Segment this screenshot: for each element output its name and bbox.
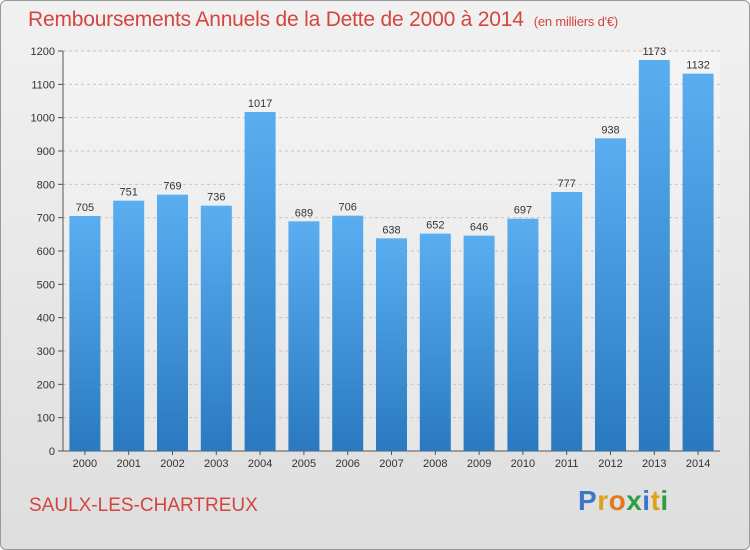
x-tick-label-2003: 2003: [204, 458, 228, 470]
x-tick-label-2005: 2005: [292, 458, 316, 470]
data-label-2008: 652: [426, 220, 444, 232]
y-tick-label: 1100: [31, 79, 55, 91]
data-label-2000: 705: [76, 202, 94, 214]
x-tick-label-2001: 2001: [116, 458, 140, 470]
x-tick-label-2009: 2009: [467, 458, 491, 470]
chart-subtitle: (en milliers d'€): [533, 14, 619, 29]
logo-letter: r: [597, 485, 609, 516]
y-tick-label: 1000: [31, 113, 55, 125]
proxiti-logo: Proxiti: [578, 485, 669, 517]
bar-2012: [595, 138, 626, 452]
logo-letter: x: [626, 485, 643, 516]
y-tick-label: 0: [49, 446, 55, 458]
logo-letter: t: [650, 485, 661, 516]
bar-2001: [113, 200, 145, 451]
x-tick-label-2008: 2008: [423, 458, 447, 470]
x-tick-label-2010: 2010: [511, 458, 535, 470]
bar-2010: [507, 218, 539, 451]
y-tick-label: 700: [37, 213, 55, 225]
y-tick-label: 300: [37, 346, 55, 358]
x-tick-label-2011: 2011: [555, 458, 579, 470]
x-tick-label-2000: 2000: [73, 458, 97, 470]
bar-2008: [419, 233, 451, 451]
data-label-2011: 777: [558, 178, 576, 190]
bar-2004: [244, 112, 276, 451]
y-tick-label: 500: [37, 279, 55, 291]
data-label-2014: 1132: [686, 60, 710, 72]
data-label-2012: 938: [601, 124, 619, 136]
logo-letter: P: [578, 485, 598, 516]
logo-letter: i: [660, 485, 669, 516]
data-label-2001: 751: [120, 187, 138, 199]
x-tick-label-2012: 2012: [598, 458, 622, 470]
bar-2009: [463, 235, 495, 451]
y-tick-label: 200: [37, 379, 55, 391]
commune-name: SAULX-LES-CHARTREUX: [29, 495, 258, 516]
bar-2006: [332, 215, 364, 451]
data-label-2013: 1173: [642, 46, 666, 58]
data-label-2005: 689: [295, 207, 313, 219]
y-tick-label: 1200: [31, 46, 55, 58]
bar-2007: [376, 238, 407, 451]
y-tick-label: 800: [37, 179, 55, 191]
y-tick-label: 600: [37, 246, 55, 258]
bar-2014: [682, 73, 714, 452]
data-label-2007: 638: [382, 224, 400, 236]
x-tick-label-2013: 2013: [642, 458, 666, 470]
data-label-2002: 769: [163, 181, 181, 193]
bar-2003: [200, 205, 232, 451]
data-label-2004: 1017: [248, 98, 272, 110]
data-label-2006: 706: [339, 202, 357, 214]
x-tick-label-2007: 2007: [379, 458, 403, 470]
chart-title: Remboursements Annuels de la Dette de 20…: [28, 8, 618, 32]
y-tick-label: 400: [37, 313, 55, 325]
x-tick-label-2002: 2002: [160, 458, 184, 470]
data-label-2009: 646: [470, 222, 488, 234]
data-label-2010: 697: [514, 205, 532, 217]
data-label-2003: 736: [207, 192, 225, 204]
x-tick-label-2004: 2004: [248, 458, 272, 470]
bar-2013: [638, 60, 670, 451]
y-tick-label: 100: [37, 413, 55, 425]
bar-2000: [69, 216, 101, 451]
y-tick-label: 900: [37, 146, 55, 158]
x-tick-label-2006: 2006: [335, 458, 359, 470]
x-tick-label-2014: 2014: [686, 458, 710, 470]
logo-letter: i: [642, 485, 651, 516]
logo-letter: o: [608, 485, 627, 516]
bar-2005: [288, 221, 320, 451]
chart-title-text: Remboursements Annuels de la Dette de 20…: [28, 8, 524, 31]
bar-2002: [157, 194, 188, 451]
bar-2011: [551, 192, 583, 451]
